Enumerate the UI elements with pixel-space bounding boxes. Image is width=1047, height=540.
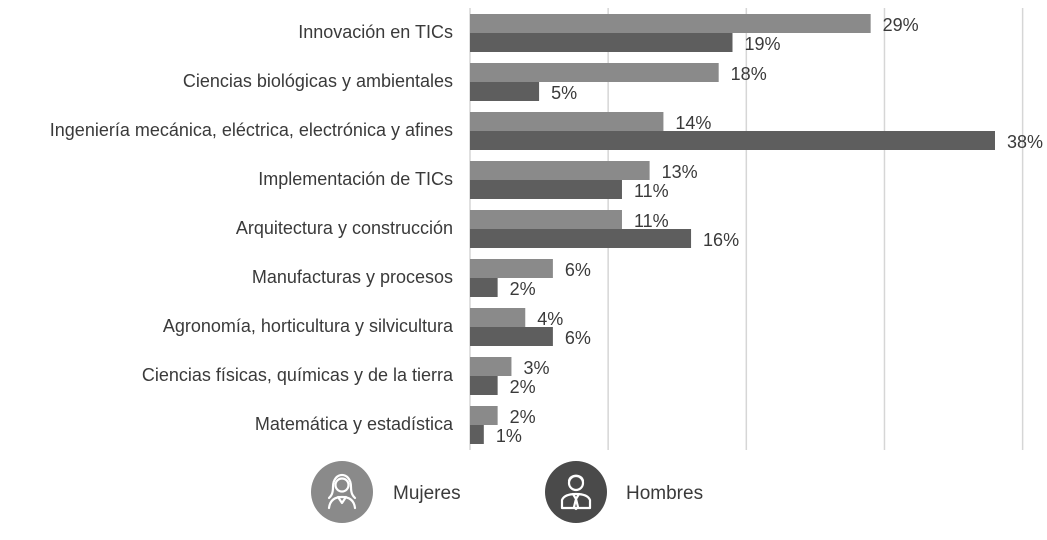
data-label-hombres: 38% (1007, 132, 1043, 152)
bar-mujeres (470, 259, 553, 278)
bar-mujeres (470, 14, 871, 33)
data-label-mujeres: 2% (510, 407, 536, 427)
woman-avatar-icon (327, 473, 357, 510)
data-label-hombres: 5% (551, 83, 577, 103)
data-label-mujeres: 29% (883, 15, 919, 35)
data-label-hombres: 2% (510, 377, 536, 397)
data-label-mujeres: 18% (731, 64, 767, 84)
category-label: Manufacturas y procesos (252, 267, 453, 287)
legend: Mujeres Hombres (311, 461, 703, 523)
bar-hombres (470, 229, 692, 248)
category-label: Implementación de TICs (258, 169, 453, 189)
legend-label-hombres: Hombres (626, 483, 703, 504)
bar-mujeres (470, 357, 512, 376)
category-label: Ciencias biológicas y ambientales (183, 71, 453, 91)
bar-mujeres (470, 308, 526, 327)
bar-hombres (470, 131, 995, 150)
category-label: Agronomía, horticultura y silvicultura (163, 316, 454, 336)
category-label: Matemática y estadística (255, 414, 454, 434)
category-label: Ingeniería mecánica, eléctrica, electrón… (50, 120, 453, 140)
data-label-hombres: 2% (510, 279, 536, 299)
data-label-mujeres: 11% (634, 211, 669, 231)
legend-item-hombres[interactable]: Hombres (545, 461, 703, 523)
bar-mujeres (470, 210, 622, 229)
bar-hombres (470, 82, 540, 101)
bar-hombres (470, 425, 484, 444)
data-label-hombres: 6% (565, 328, 591, 348)
data-label-hombres: 1% (496, 426, 522, 446)
bar-hombres (470, 33, 733, 52)
data-label-hombres: 19% (745, 34, 781, 54)
man-avatar-icon (560, 474, 592, 511)
bar-mujeres (470, 112, 664, 131)
bar-hombres (470, 278, 498, 297)
bar-mujeres (470, 161, 650, 180)
data-label-mujeres: 4% (537, 309, 563, 329)
bar-mujeres (470, 63, 719, 82)
labels: Innovación en TICs 29% 19% Ciencias biológi… (50, 15, 1043, 446)
data-label-mujeres: 3% (523, 358, 549, 378)
data-label-hombres: 11% (634, 181, 669, 201)
category-label: Innovación en TICs (298, 22, 453, 42)
legend-swatch-hombres (545, 461, 607, 523)
bar-mujeres (470, 406, 498, 425)
bar-hombres (470, 376, 498, 395)
bar-hombres (470, 327, 553, 346)
data-label-mujeres: 13% (662, 162, 698, 182)
legend-item-mujeres[interactable]: Mujeres (311, 461, 461, 523)
data-label-hombres: 16% (703, 230, 739, 250)
bars (470, 14, 995, 444)
bar-hombres (470, 180, 622, 199)
category-label: Arquitectura y construcción (236, 218, 453, 238)
legend-label-mujeres: Mujeres (393, 483, 461, 504)
category-label: Ciencias físicas, químicas y de la tierr… (142, 365, 454, 385)
data-label-mujeres: 6% (565, 260, 591, 280)
data-label-mujeres: 14% (675, 113, 711, 133)
